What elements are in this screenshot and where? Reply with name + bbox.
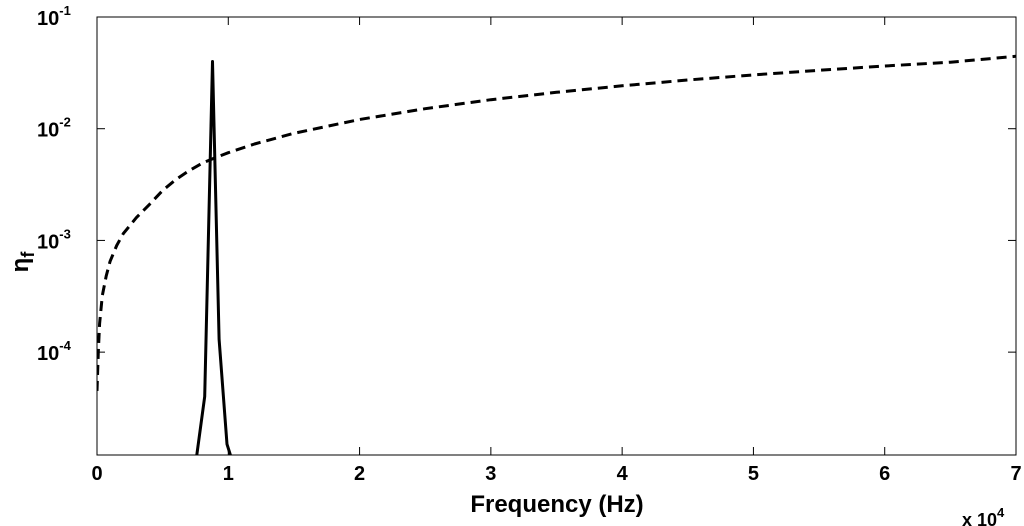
- plot-frame: [96, 16, 1017, 456]
- y-tick-label: 10-4: [37, 338, 72, 365]
- y-tick-label-base: 10: [37, 120, 59, 142]
- y-tick-label-exponent: -3: [59, 226, 71, 241]
- x-tick-label: 6: [879, 463, 890, 485]
- x-tick-label: 4: [617, 463, 629, 485]
- y-tick-label-base: 10: [37, 343, 59, 365]
- y-tick-label-base: 10: [37, 231, 59, 253]
- y-axis-title-subscript: f: [18, 251, 38, 258]
- x-tick-label: 1: [223, 463, 234, 485]
- y-tick-label: 10-3: [37, 226, 71, 253]
- x-tick-label: 2: [354, 463, 365, 485]
- x-multiplier-exponent: 4: [997, 505, 1005, 520]
- plot-area: [96, 16, 1017, 456]
- x-axis-ticks: 0 1 2 3 4 5 6 7: [91, 17, 1022, 485]
- x-tick-label: 0: [91, 463, 102, 485]
- y-axis-title-group: ηf: [7, 251, 38, 273]
- x-tick-label: 3: [485, 463, 496, 485]
- x-tick-label: 5: [748, 463, 759, 485]
- y-axis-ticks: 10-410-310-210-1: [37, 3, 1016, 365]
- y-tick-label-exponent: -1: [59, 3, 71, 18]
- series-line-1: [97, 54, 1016, 391]
- y-tick-label: 10-2: [37, 115, 71, 142]
- y-axis-title: ηf: [7, 251, 38, 273]
- x-multiplier-label: x 104: [962, 505, 1005, 526]
- series-group: [97, 54, 1016, 455]
- y-tick-label: 10-1: [37, 3, 71, 30]
- y-tick-label-base: 10: [37, 8, 59, 30]
- series-line-2: [195, 60, 232, 455]
- y-tick-label-exponent: -2: [59, 115, 71, 130]
- x-tick-label: 7: [1010, 463, 1021, 485]
- y-tick-label-exponent: -4: [59, 338, 71, 353]
- x-axis-title: Frequency (Hz): [470, 491, 643, 518]
